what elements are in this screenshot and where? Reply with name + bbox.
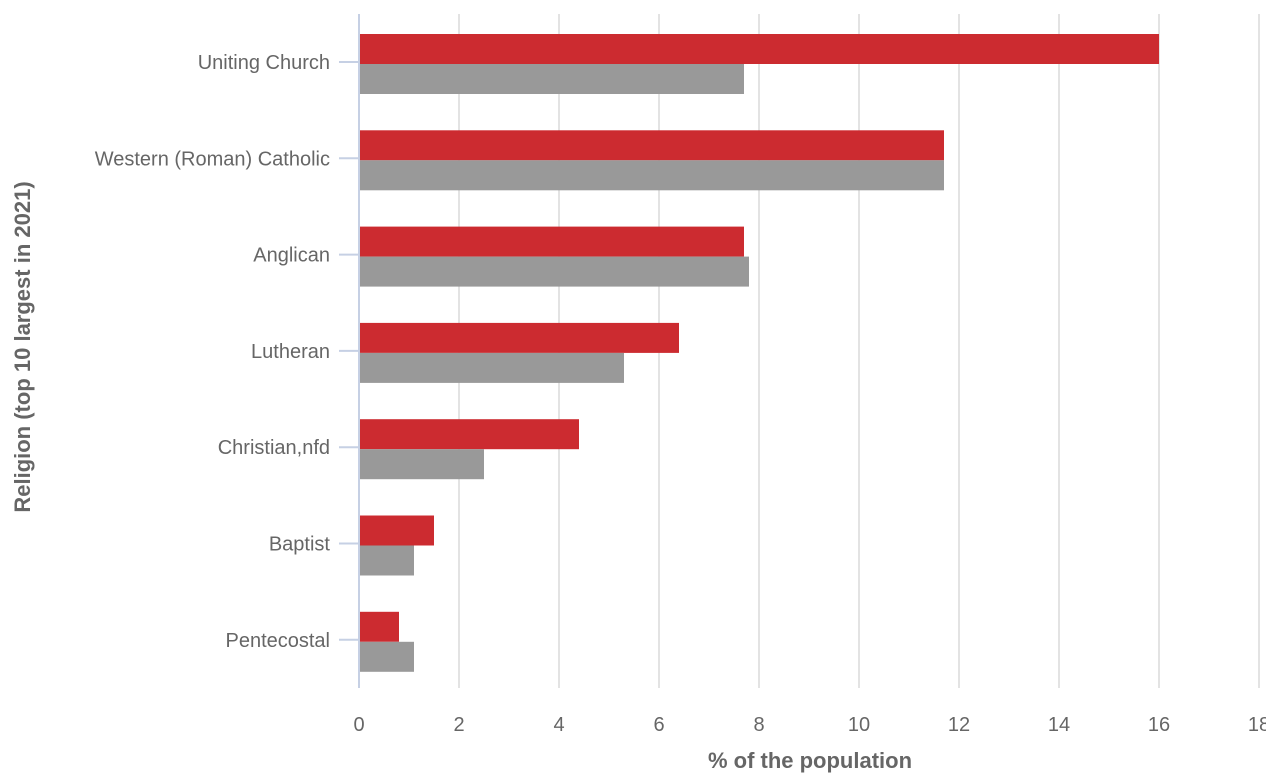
x-axis: 0 2 4 6 8 10 12 14 16 18 [353,714,1266,736]
x-tick-label: 14 [1048,714,1070,736]
bar-grey [359,64,744,94]
bar-red [359,226,744,257]
bar-red [359,130,944,161]
x-tick-label: 16 [1148,714,1170,736]
bar-grey [359,449,484,480]
x-tick-label: 4 [553,714,564,736]
bar-grey [359,160,944,191]
x-tick-label: 0 [353,714,364,736]
y-tick-label: Pentecostal [225,630,330,652]
bar-grey [359,256,749,287]
y-tick-label: Christian,nfd [218,437,330,459]
bar-red [359,419,579,450]
y-tick-label: Western (Roman) Catholic [95,148,330,170]
x-tick-label: 6 [653,714,664,736]
bars [359,34,1159,672]
bar-grey [359,545,414,576]
bar-red [359,322,679,353]
x-tick-label: 10 [848,714,870,736]
x-tick-label: 12 [948,714,970,736]
x-tick-label: 2 [453,714,464,736]
x-tick-label: 8 [753,714,764,736]
bar-red [359,34,1159,64]
y-axis: Uniting Church Western (Roman) Catholic An… [95,14,360,688]
y-tick-label: Lutheran [251,341,330,363]
y-tick-label: Anglican [253,245,330,267]
y-tick-label: Baptist [269,534,331,556]
grid-lines [458,14,1260,688]
y-axis-title: Religion (top 10 largest in 2021) [10,181,35,512]
x-axis-title: % of the population [708,748,912,773]
y-tick-label: Uniting Church [198,52,330,74]
bar-grey [359,352,624,383]
x-tick-label: 18 [1248,714,1266,736]
bar-red [359,515,434,546]
bar-grey [359,641,414,672]
bar-red [359,611,399,642]
